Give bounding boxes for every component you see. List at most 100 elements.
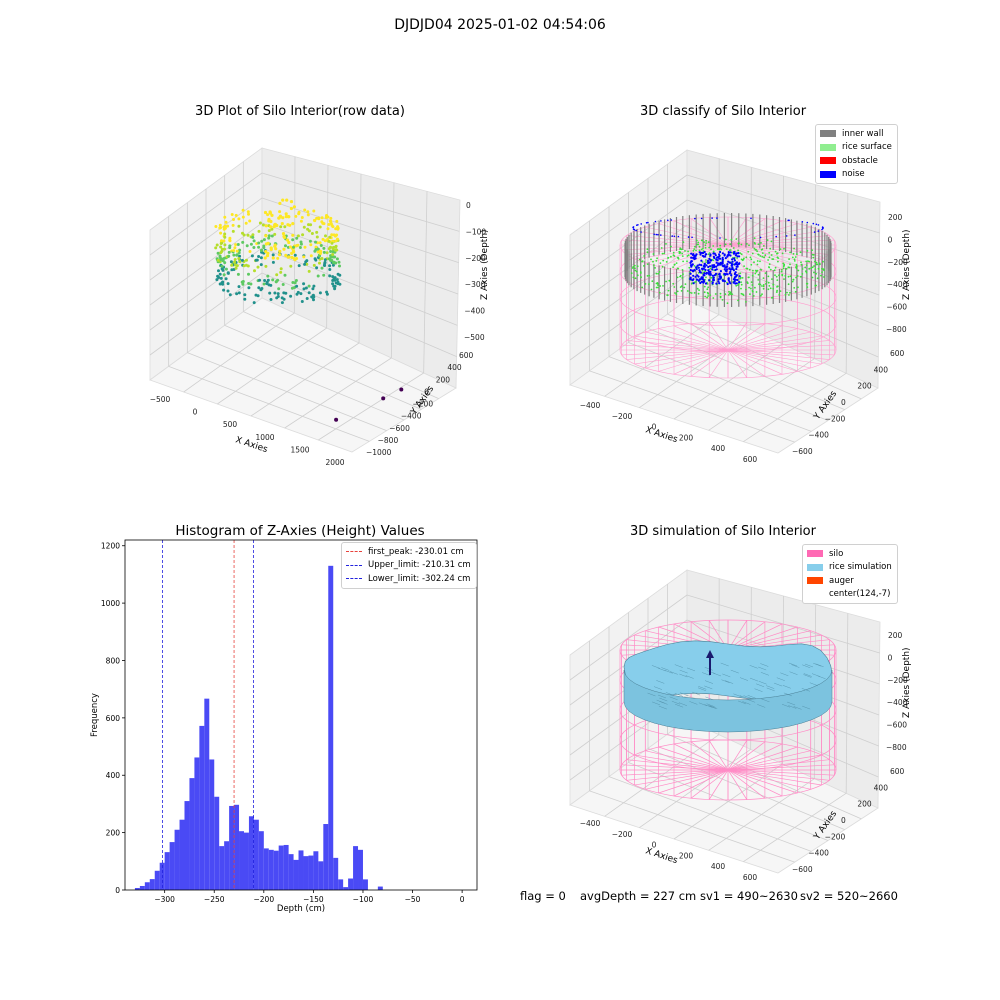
raw-data-point xyxy=(297,264,301,268)
histogram-bar xyxy=(219,846,225,890)
rice-surface-point xyxy=(648,274,651,277)
rice-surface-point xyxy=(750,287,752,290)
simulation-y-tick-label: 0 xyxy=(841,816,846,825)
noise-point xyxy=(738,275,741,278)
silo-bottom-spoke xyxy=(673,769,729,797)
noise-point xyxy=(689,272,692,275)
rice-surface-point xyxy=(769,268,772,271)
rice-surface-point xyxy=(712,245,715,247)
silo-bottom-spoke xyxy=(727,740,748,771)
raw-data-point xyxy=(278,210,282,214)
rice-surface-point xyxy=(703,285,706,288)
silo-bottom-spoke xyxy=(727,349,783,375)
noise-point xyxy=(705,253,708,256)
raw-data-point xyxy=(299,242,303,246)
raw-data-point xyxy=(311,287,315,291)
raw-data-point xyxy=(279,267,283,271)
raw-data-point xyxy=(293,253,297,257)
raw-data-point xyxy=(333,287,337,291)
footer-sv1: sv1 = 490~2630 xyxy=(700,889,798,903)
histogram-bar xyxy=(377,886,383,890)
rice-surface-point xyxy=(781,274,784,277)
rice-surface-point xyxy=(754,286,756,289)
noise-point xyxy=(660,220,662,222)
silo-bottom-spoke xyxy=(645,750,729,771)
histogram-x-tick-label: −200 xyxy=(254,895,275,904)
rice-surface-point xyxy=(797,286,799,289)
rice-surface-point xyxy=(765,283,767,285)
rice-surface-point xyxy=(704,244,707,247)
silo-bottom-spoke xyxy=(690,349,729,377)
noise-point xyxy=(734,254,737,257)
raw-data-point xyxy=(268,210,272,214)
rice-surface-point xyxy=(728,290,730,293)
rice-mesh-line xyxy=(742,701,751,705)
rice-surface-point xyxy=(708,246,711,249)
raw-data-point xyxy=(258,221,262,225)
rice-mesh-line xyxy=(783,692,792,697)
rice-surface-point xyxy=(683,286,686,289)
histogram-bar xyxy=(184,801,190,890)
simulation-x-tick-label: −200 xyxy=(612,830,633,839)
raw-data-point xyxy=(318,241,322,245)
noise-point xyxy=(700,276,703,279)
histogram-bar xyxy=(328,565,334,890)
raw-data-point xyxy=(287,240,291,245)
rice-surface-point xyxy=(690,292,693,294)
raw-data-point xyxy=(329,216,333,220)
raw-data-point xyxy=(250,254,254,258)
rice-surface-point xyxy=(739,252,742,255)
rice-surface-point xyxy=(672,251,675,254)
raw-data-point xyxy=(312,284,316,288)
raw-data-point xyxy=(281,232,286,236)
rice-surface-point xyxy=(767,281,770,284)
rice-mesh-line xyxy=(754,688,763,692)
classify-z-tick-label: −400 xyxy=(887,280,908,289)
rice-mesh-line xyxy=(653,686,663,690)
rice-surface-point xyxy=(676,290,679,293)
histogram-bar xyxy=(179,819,185,890)
rice-surface-point xyxy=(773,269,776,272)
histogram-bar xyxy=(283,844,289,890)
noise-point xyxy=(716,264,719,267)
histogram-y-tick-label: 400 xyxy=(106,771,121,780)
rice-surface-point xyxy=(771,258,774,260)
noise-point xyxy=(689,264,693,267)
rice-surface-point xyxy=(750,263,753,266)
raw-data-point xyxy=(328,274,332,278)
legend-item-first-peak: first_peak: -230.01 cm xyxy=(346,545,471,559)
histogram-bar xyxy=(258,831,264,890)
rice-surface-point xyxy=(812,254,815,256)
raw-data-point xyxy=(312,298,315,302)
rice-surface-point xyxy=(789,251,791,254)
noise-point xyxy=(677,235,680,238)
noise-point xyxy=(696,274,699,277)
rice-surface-point xyxy=(675,262,678,264)
rice-surface-point xyxy=(819,263,821,266)
rice-surface-point xyxy=(712,259,714,262)
rice-surface-point xyxy=(817,267,820,270)
rice-surface-point xyxy=(746,243,748,245)
rice-mesh-line xyxy=(671,701,680,705)
raw-data-point xyxy=(244,263,248,267)
silo-bottom-spoke xyxy=(727,759,830,771)
raw-data-point xyxy=(257,286,261,290)
noise-point xyxy=(719,270,722,273)
rice-surface-point xyxy=(796,253,798,256)
noise-point xyxy=(636,224,638,226)
raw-data-point xyxy=(220,239,223,243)
raw-data-point xyxy=(328,264,332,268)
rice-surface-point xyxy=(657,284,659,286)
rice-surface-point xyxy=(665,280,667,283)
panel-simulation-legend: silo rice simulation auger center(124,-7… xyxy=(802,544,898,604)
raw-data-point xyxy=(307,291,311,295)
raw-data-point xyxy=(321,237,325,241)
histogram-bar xyxy=(189,778,195,890)
raw-data-point xyxy=(290,251,294,255)
raw-data-point xyxy=(260,248,264,252)
rice-surface-point xyxy=(638,258,641,261)
raw-data-point xyxy=(215,278,219,282)
raw-data-point xyxy=(315,216,319,220)
rice-surface-point xyxy=(704,247,707,249)
raw-data-point xyxy=(252,246,256,249)
